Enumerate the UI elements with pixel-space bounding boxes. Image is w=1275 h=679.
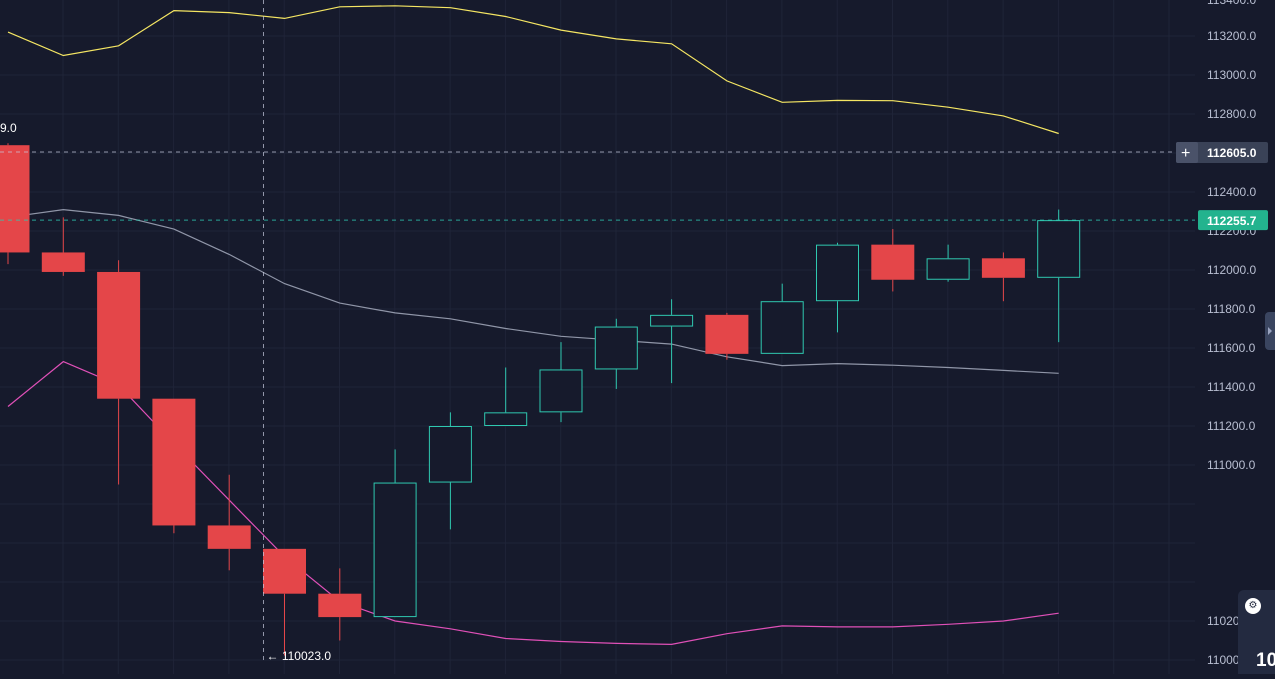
candle-body-up [428,426,472,483]
candle [318,568,362,641]
candle [760,283,804,354]
candle [484,367,528,427]
plus-icon: + [1181,145,1190,162]
candle-body-down [263,548,306,594]
y-tick-label: 113200.0 [1207,29,1256,43]
candle [926,244,970,282]
middle-band-line [7,208,1059,374]
candle-body-up [484,412,528,427]
candle [1037,209,1081,343]
y-tick-label: 113000.0 [1207,68,1256,82]
candle [816,242,859,333]
add-alert-button [1176,142,1198,164]
candle [207,474,251,571]
candle [650,299,694,384]
candle [263,548,306,656]
y-tick-label: 111200.0 [1207,419,1256,433]
candle-body-down [705,314,749,354]
candle [539,342,583,423]
candle-body-down [871,244,915,280]
crosshair-price-tag: +112605.0 [1176,142,1268,164]
candle-body-down [981,258,1025,278]
crosshair-price-label: 112605.0 [1207,146,1257,160]
y-tick-label: 112800.0 [1207,107,1256,121]
chart-settings-icon[interactable]: ⚙ [1245,598,1261,614]
side-widget[interactable]: ⚙ 10 [1238,590,1275,674]
high-price-label: 9.0 [0,121,17,135]
last-price-tag: 112255.7 [1198,210,1268,231]
last-price-label: 112255.7 [1207,214,1257,228]
candle-body-up [594,326,638,370]
candle-body-up [650,314,694,327]
y-tick-label-partial: 113400.0 [1207,0,1256,7]
candle-body-down [41,252,85,272]
candle [428,412,472,530]
candle [41,217,85,276]
upper-band-line [7,5,1059,135]
y-tick-label-partial: 11020 [1207,614,1240,628]
candle-body-down [0,145,30,253]
candle [152,398,196,534]
y-axis: 111000.0 111200.0 111400.0 111600.0 111800.0… [1207,0,1256,667]
y-tick-label: 111400.0 [1207,380,1256,394]
candle-body-up [373,482,417,618]
low-price-label: ← 110023.0 [267,649,332,663]
candle-body-down [152,398,196,526]
candle-body-down [207,525,251,549]
candle [705,312,749,360]
candles [0,143,1081,656]
last-price-tag-bg [1198,210,1268,231]
candle [871,229,915,292]
y-tick-label: 111000.0 [1207,458,1256,472]
y-tick-label-partial: 11000 [1207,653,1240,667]
candle [373,449,417,618]
y-tick-label: 112400.0 [1207,185,1256,199]
candle-body-down [318,593,362,618]
panel-expand-handle[interactable] [1265,312,1275,350]
y-tick-label: 112000.0 [1207,263,1256,277]
y-tick-label: 111600.0 [1207,341,1256,355]
candle-body-up [1037,220,1081,278]
candle [981,252,1025,302]
candle [97,260,141,485]
crosshair-tag-bg [1176,142,1268,164]
candle-body-down [97,271,141,399]
candle [0,143,30,265]
candle [594,318,638,389]
candle-body-up [816,244,859,302]
candle-body-up [539,369,583,413]
side-widget-value: 10 [1256,650,1275,671]
candle-body-up [760,301,804,354]
y-tick-label: 111800.0 [1207,302,1256,316]
candle-body-up [926,258,970,280]
